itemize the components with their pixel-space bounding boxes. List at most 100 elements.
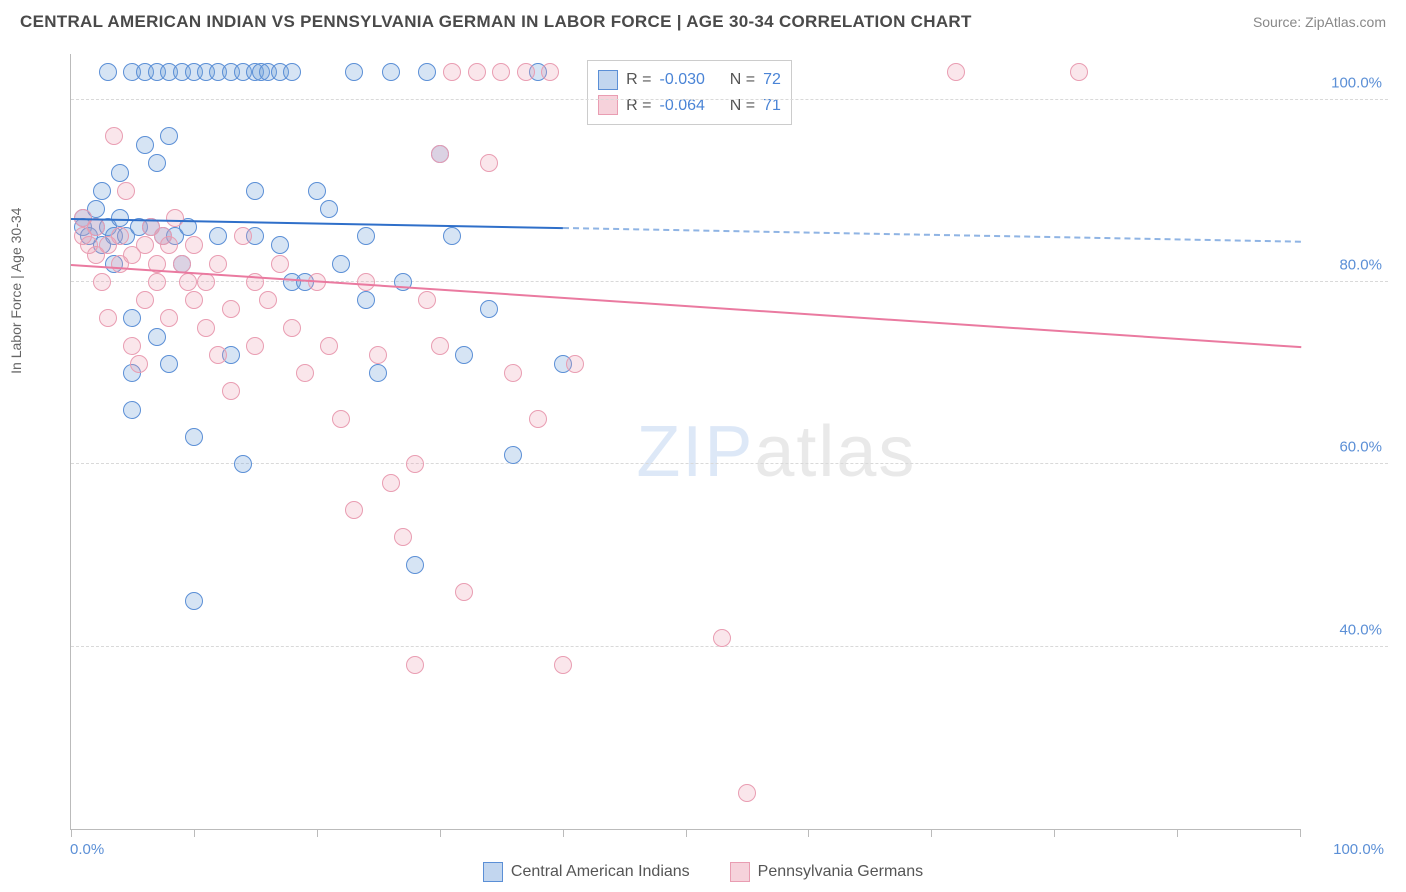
data-point: [123, 401, 141, 419]
y-tick-label: 100.0%: [1331, 74, 1382, 91]
stats-row-series-1: R = -0.030 N = 72: [598, 67, 781, 93]
data-point: [431, 337, 449, 355]
data-point: [246, 182, 264, 200]
plot-region: ZIPatlas R = -0.030 N = 72 R = -0.064 N …: [70, 54, 1300, 830]
data-point: [369, 364, 387, 382]
data-point: [504, 364, 522, 382]
swatch-blue-icon: [598, 70, 618, 90]
data-point: [566, 355, 584, 373]
data-point: [123, 309, 141, 327]
x-tick: [686, 829, 687, 837]
data-point: [455, 583, 473, 601]
x-tick: [194, 829, 195, 837]
swatch-blue-icon: [483, 862, 503, 882]
stat-r-label: R =: [626, 93, 651, 119]
data-point: [431, 145, 449, 163]
data-point: [222, 382, 240, 400]
chart-header: CENTRAL AMERICAN INDIAN VS PENNSYLVANIA …: [0, 0, 1406, 40]
data-point: [136, 291, 154, 309]
data-point: [480, 300, 498, 318]
data-point: [554, 656, 572, 674]
chart-area: In Labor Force | Age 30-34 ZIPatlas R = …: [52, 48, 1388, 850]
gridline: [71, 99, 1388, 100]
y-axis-label: In Labor Force | Age 30-34: [8, 208, 24, 374]
data-point: [130, 355, 148, 373]
data-point: [357, 227, 375, 245]
data-point: [418, 291, 436, 309]
data-point: [492, 63, 510, 81]
y-tick-label: 80.0%: [1339, 256, 1382, 273]
data-point: [443, 227, 461, 245]
data-point: [357, 273, 375, 291]
data-point: [136, 236, 154, 254]
trend-line: [563, 227, 1301, 243]
data-point: [406, 656, 424, 674]
stats-row-series-2: R = -0.064 N = 71: [598, 93, 781, 119]
x-tick: [317, 829, 318, 837]
data-point: [369, 346, 387, 364]
data-point: [179, 273, 197, 291]
data-point: [947, 63, 965, 81]
swatch-pink-icon: [730, 862, 750, 882]
stat-n-label: N =: [730, 93, 755, 119]
x-tick: [1177, 829, 1178, 837]
data-point: [259, 291, 277, 309]
x-axis-min-label: 0.0%: [70, 841, 104, 858]
data-point: [148, 328, 166, 346]
data-point: [185, 291, 203, 309]
data-point: [197, 319, 215, 337]
x-axis-max-label: 100.0%: [1333, 841, 1384, 858]
data-point: [99, 309, 117, 327]
legend-item: Pennsylvania Germans: [730, 862, 923, 882]
data-point: [160, 127, 178, 145]
trend-line: [71, 264, 1301, 348]
x-tick: [71, 829, 72, 837]
data-point: [234, 227, 252, 245]
data-point: [197, 273, 215, 291]
correlation-stats-box: R = -0.030 N = 72 R = -0.064 N = 71: [587, 60, 792, 125]
data-point: [111, 227, 129, 245]
data-point: [541, 63, 559, 81]
watermark: ZIPatlas: [636, 411, 916, 493]
data-point: [209, 346, 227, 364]
data-point: [136, 136, 154, 154]
data-point: [111, 164, 129, 182]
data-point: [468, 63, 486, 81]
data-point: [332, 410, 350, 428]
data-point: [320, 200, 338, 218]
x-tick: [563, 829, 564, 837]
data-point: [185, 428, 203, 446]
data-point: [246, 337, 264, 355]
data-point: [504, 446, 522, 464]
y-tick-label: 60.0%: [1339, 439, 1382, 456]
data-point: [332, 255, 350, 273]
data-point: [394, 528, 412, 546]
data-point: [529, 410, 547, 428]
chart-source: Source: ZipAtlas.com: [1253, 14, 1386, 30]
data-point: [271, 236, 289, 254]
data-point: [283, 63, 301, 81]
data-point: [418, 63, 436, 81]
data-point: [320, 337, 338, 355]
data-point: [234, 455, 252, 473]
data-point: [222, 300, 240, 318]
data-point: [480, 154, 498, 172]
data-point: [105, 127, 123, 145]
chart-title: CENTRAL AMERICAN INDIAN VS PENNSYLVANIA …: [20, 12, 972, 32]
data-point: [93, 182, 111, 200]
legend: Central American Indians Pennsylvania Ge…: [0, 862, 1406, 882]
data-point: [271, 255, 289, 273]
data-point: [160, 309, 178, 327]
data-point: [406, 556, 424, 574]
data-point: [209, 227, 227, 245]
x-tick: [1300, 829, 1301, 837]
data-point: [308, 182, 326, 200]
stat-r-label: R =: [626, 67, 651, 93]
legend-label: Central American Indians: [511, 863, 690, 881]
data-point: [160, 236, 178, 254]
data-point: [185, 592, 203, 610]
data-point: [345, 63, 363, 81]
x-tick: [931, 829, 932, 837]
stat-n-value-2: 71: [763, 93, 781, 119]
data-point: [406, 455, 424, 473]
